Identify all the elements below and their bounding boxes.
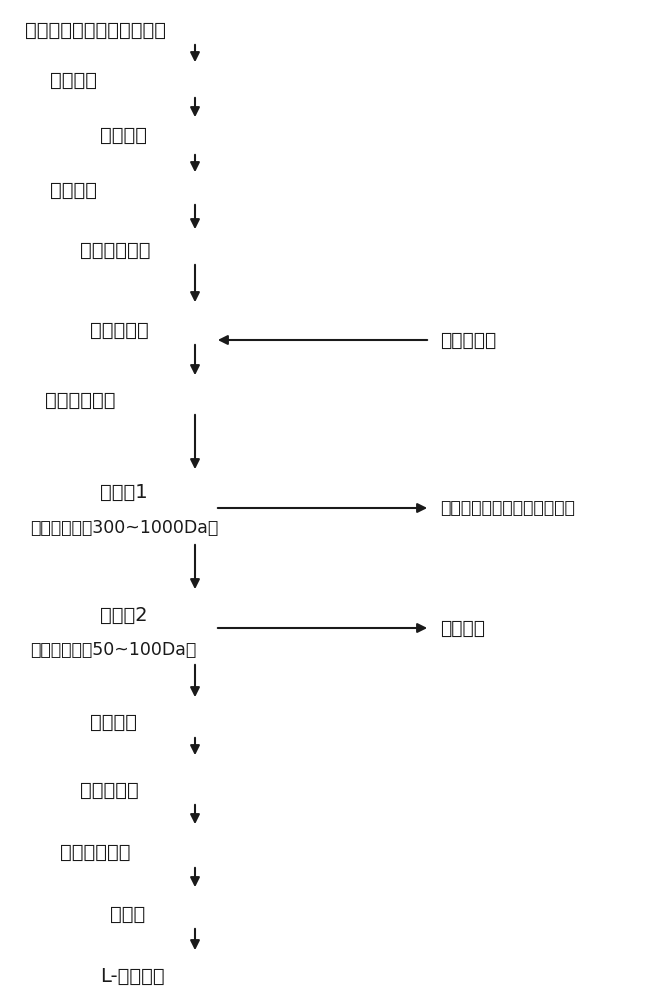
Text: 收集菌体: 收集菌体 [100, 125, 147, 144]
Text: 精氨酸酶液: 精氨酸酶液 [90, 320, 149, 340]
Text: 精氨酸溶液: 精氨酸溶液 [440, 330, 496, 350]
Text: 包含菌体和大分子物质的废液: 包含菌体和大分子物质的废液 [440, 499, 575, 517]
Text: （截留分子量300~1000Da）: （截留分子量300~1000Da） [30, 519, 218, 537]
Text: 湿结晶: 湿结晶 [110, 904, 145, 924]
Text: 鸟氨酸转化液: 鸟氨酸转化液 [45, 390, 116, 410]
Text: 纳滤膜1: 纳滤膜1 [100, 483, 148, 502]
Text: 活性炭脱色: 活性炭脱色 [80, 780, 138, 800]
Text: 减压蒸馏浓缩: 减压蒸馏浓缩 [60, 842, 130, 861]
Text: 清洗菌体: 清洗菌体 [50, 180, 97, 200]
Text: （截留分子量50~100Da）: （截留分子量50~100Da） [30, 641, 196, 659]
Text: L-鸟氨酸盐: L-鸟氨酸盐 [100, 966, 165, 986]
Text: 纳滤膜2: 纳滤膜2 [100, 605, 148, 624]
Text: 产精氨酸酶大肠杆菌工程菌: 产精氨酸酶大肠杆菌工程菌 [25, 20, 166, 39]
Text: 尿素溶液: 尿素溶液 [440, 618, 485, 638]
Text: 菌体培养: 菌体培养 [50, 70, 97, 90]
Text: 加酸成盐: 加酸成盐 [90, 712, 137, 732]
Text: 大肠杆菌菌体: 大肠杆菌菌体 [80, 240, 151, 259]
